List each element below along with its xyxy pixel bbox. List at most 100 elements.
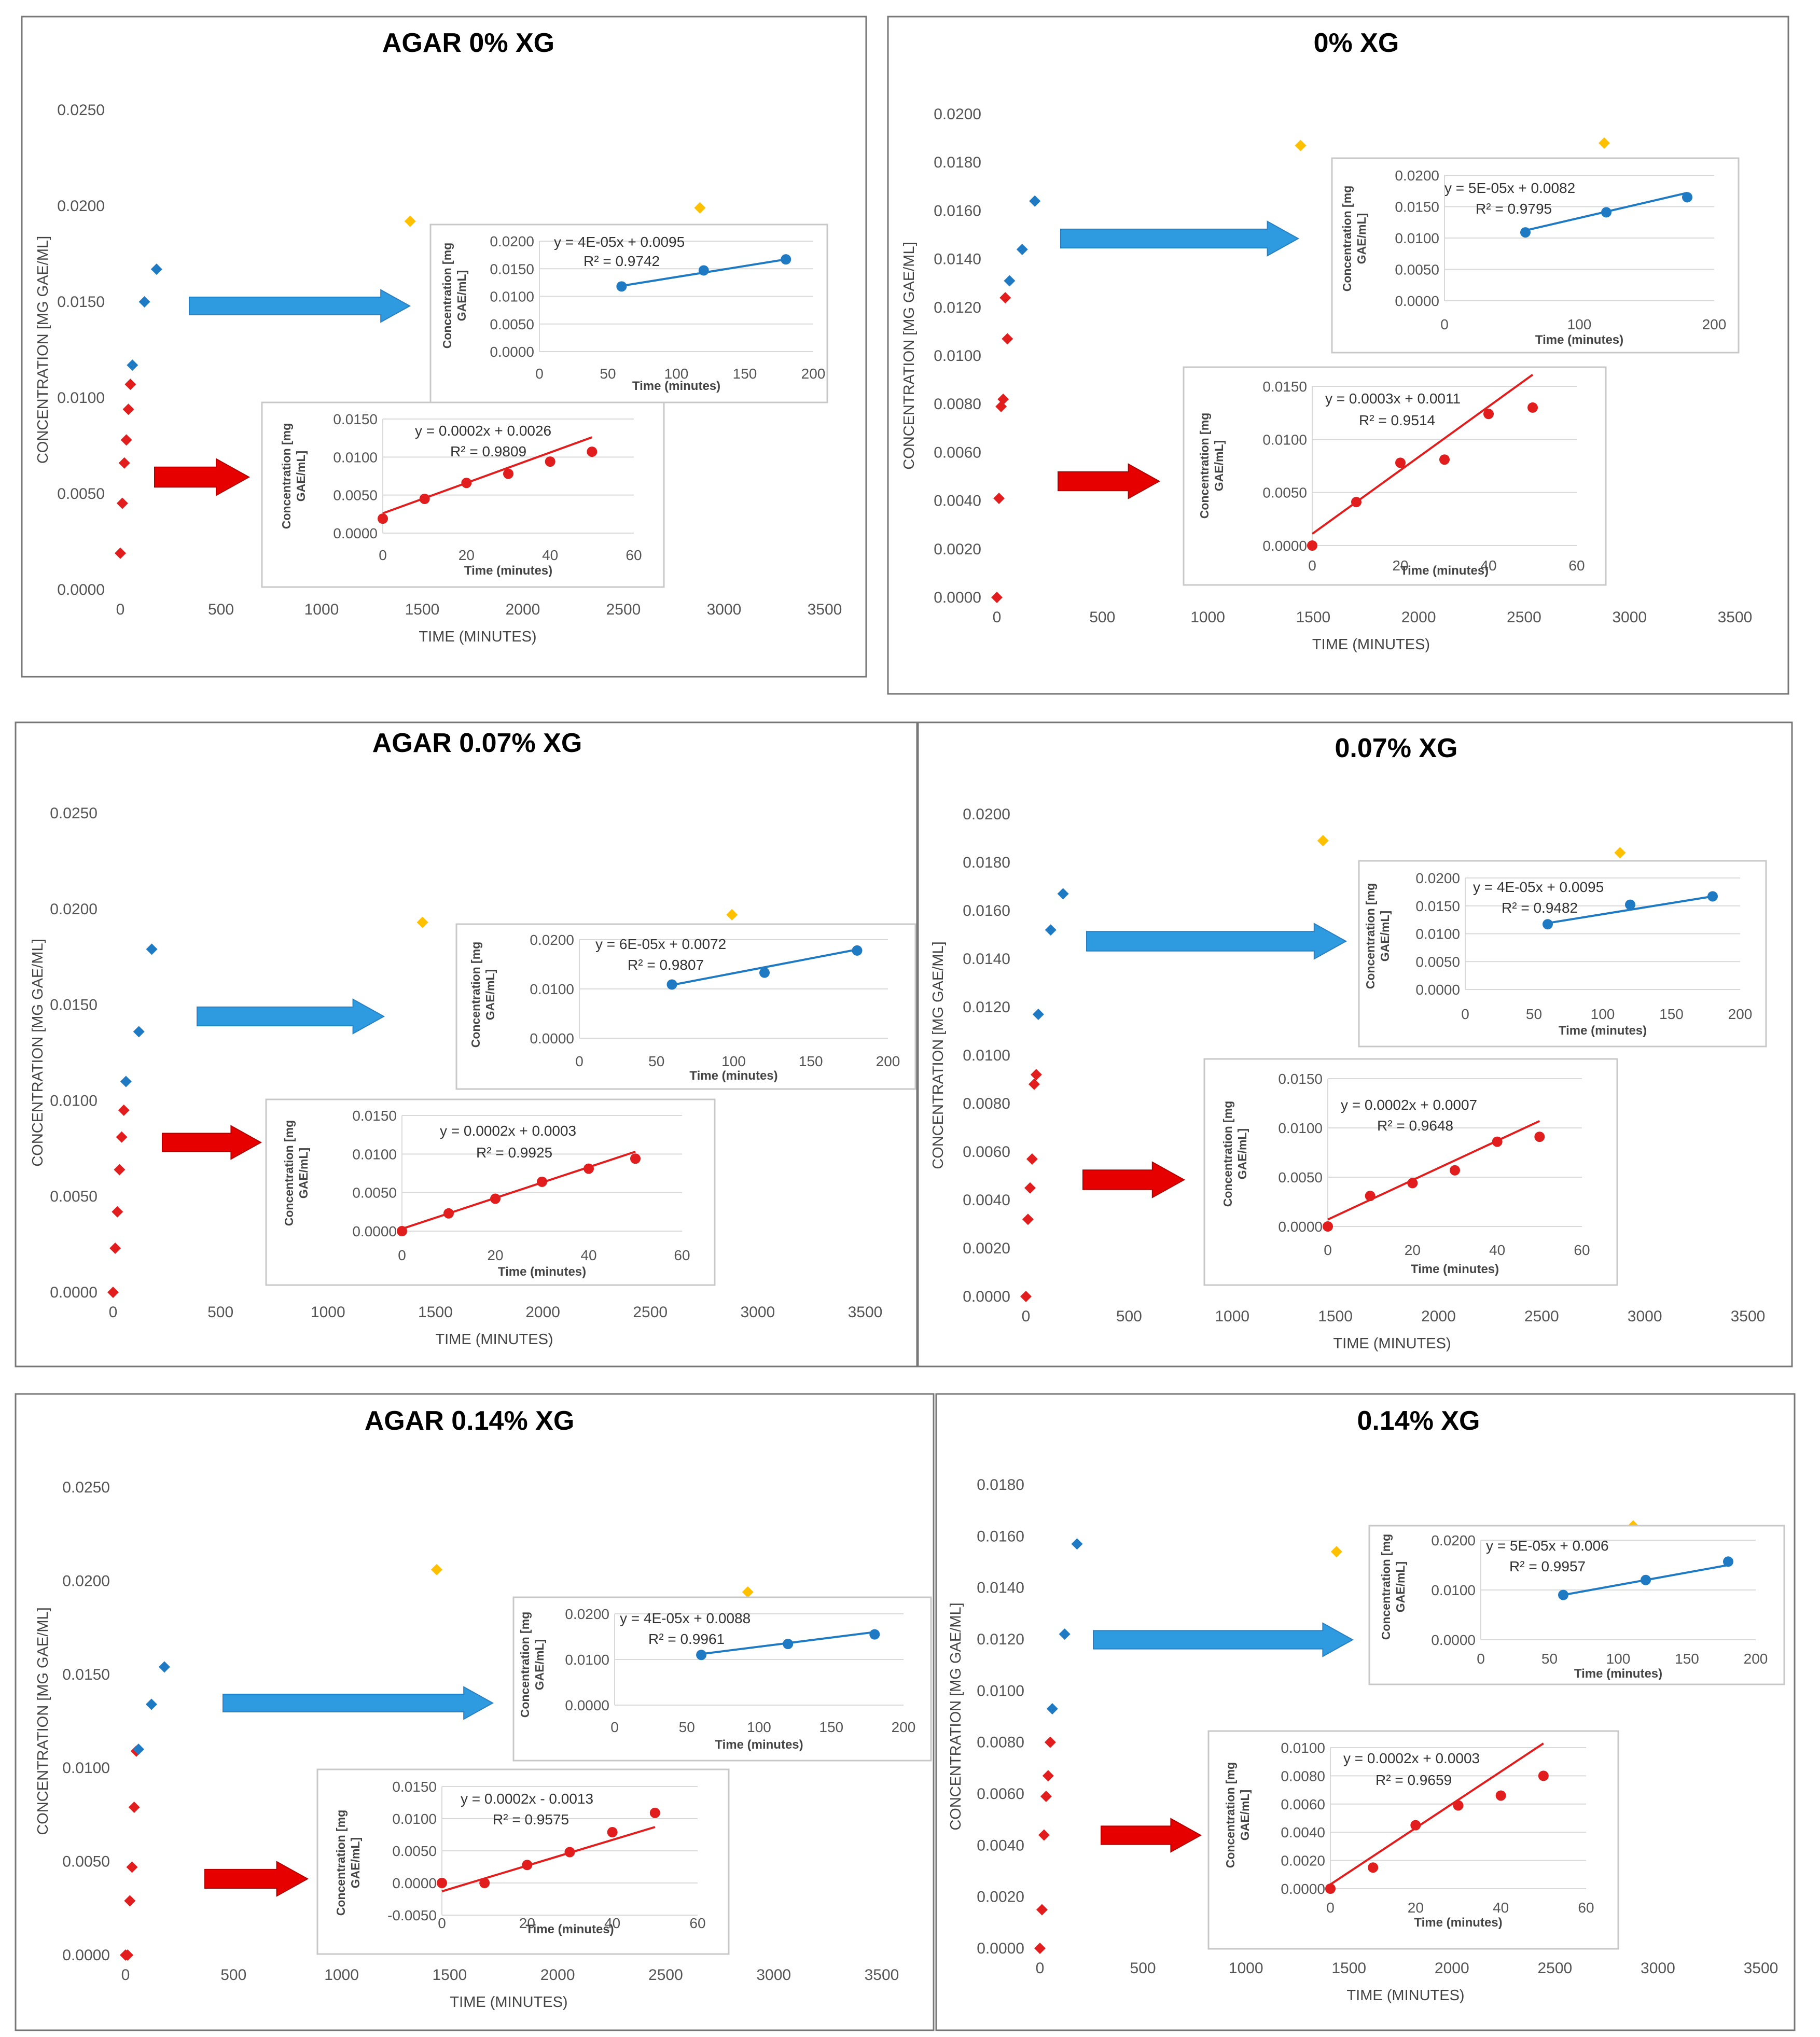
inset-y-tick: 0.0150 bbox=[490, 261, 534, 277]
inset-x-tick: 0 bbox=[1461, 1006, 1469, 1022]
x-tick-label: 3000 bbox=[740, 1304, 775, 1321]
inset-x-tick: 40 bbox=[604, 1915, 620, 1931]
inset-x-tick: 100 bbox=[1606, 1651, 1631, 1667]
inset-y-tick: 0.0100 bbox=[352, 1146, 397, 1162]
inset-x-tick: 0 bbox=[438, 1915, 446, 1931]
x-axis-label: TIME (MINUTES) bbox=[1312, 636, 1430, 653]
inset-x-label: Time (minutes) bbox=[632, 379, 720, 393]
data-point-late bbox=[416, 916, 428, 928]
y-tick-label: 0.0000 bbox=[62, 1947, 110, 1964]
y-tick-label: 0.0140 bbox=[977, 1580, 1024, 1597]
x-tick-label: 1500 bbox=[1296, 609, 1330, 626]
inset-data-point bbox=[1625, 899, 1635, 910]
inset-border bbox=[316, 1768, 730, 1955]
chart-title: 0.14% XG bbox=[1357, 1406, 1480, 1436]
inset-y-tick: 0.0150 bbox=[352, 1108, 397, 1124]
y-tick-label: 0.0100 bbox=[934, 347, 981, 365]
chart-title: AGAR 0.07% XG bbox=[372, 728, 582, 758]
data-point-mid bbox=[150, 263, 162, 275]
data-point-early bbox=[1022, 1213, 1034, 1225]
y-tick-label: 0.0000 bbox=[50, 1284, 98, 1301]
inset-y-label: Concentration [mg bbox=[440, 243, 454, 348]
data-point-late bbox=[1295, 139, 1307, 151]
inset-y-tick: 0.0050 bbox=[1415, 954, 1460, 970]
x-tick-label: 3500 bbox=[865, 1966, 899, 1984]
y-tick-label: 0.0200 bbox=[963, 806, 1010, 823]
inset-red-chart: 0.0000 0.0020 0.0040 0.0060 0.0080 0.0100 0 20 4… bbox=[1207, 1730, 1619, 1950]
inset-x-label: Time (minutes) bbox=[1411, 1262, 1499, 1276]
y-tick-label: 0.0050 bbox=[62, 1853, 110, 1871]
data-point-early bbox=[109, 1242, 121, 1254]
inset-x-tick: 200 bbox=[892, 1719, 916, 1735]
panels: AGAR 0% XG 0.0000 0.0050 0.0100 0.0150 0.0200… bbox=[15, 16, 1796, 2031]
y-tick-label: 0.0250 bbox=[57, 102, 105, 119]
data-point-late bbox=[404, 215, 416, 227]
chart-panel: AGAR 0.07% XG0.00000.00500.01000.01500.0… bbox=[15, 721, 918, 1368]
y-tick-label: 0.0020 bbox=[963, 1240, 1010, 1257]
inset-y-tick: 0.0100 bbox=[565, 1652, 609, 1668]
data-point-mid bbox=[146, 943, 158, 955]
inset-data-point bbox=[1483, 409, 1494, 420]
chart-title: AGAR 0.14% XG bbox=[365, 1406, 575, 1436]
inset-y-tick: 0.0000 bbox=[1281, 1881, 1325, 1897]
inset-y-tick: 0.0020 bbox=[1281, 1853, 1325, 1869]
x-tick-label: 3500 bbox=[1731, 1308, 1766, 1325]
inset-y-label: GAE/mL] bbox=[1235, 1128, 1249, 1179]
inset-y-tick: 0.0150 bbox=[1262, 379, 1307, 395]
y-tick-label: 0.0040 bbox=[977, 1837, 1024, 1854]
data-point-mid bbox=[1032, 1008, 1044, 1020]
inset-y-tick: -0.0050 bbox=[387, 1907, 437, 1923]
x-tick-label: 2500 bbox=[1507, 609, 1541, 626]
data-point-late bbox=[430, 1564, 442, 1575]
inset-x-tick: 40 bbox=[1480, 557, 1496, 574]
inset-y-tick: 0.0150 bbox=[392, 1779, 437, 1795]
x-tick-label: 1000 bbox=[304, 601, 339, 618]
y-axis-label: CONCENTRATION [MG GAE/ML] bbox=[35, 236, 51, 464]
inset-data-point bbox=[522, 1860, 533, 1871]
y-tick-label: 0.0080 bbox=[963, 1095, 1010, 1112]
inset-y-tick: 0.0150 bbox=[1415, 898, 1460, 914]
chart-panel: 0.14% XG0.00000.00200.00400.00600.00800.… bbox=[935, 1393, 1796, 2031]
inset-data-point bbox=[869, 1629, 880, 1640]
x-tick-label: 2500 bbox=[648, 1966, 683, 1984]
data-point-mid bbox=[1016, 243, 1028, 255]
inset-y-label: Concentration [mg bbox=[1198, 413, 1211, 519]
y-tick-label: 0.0200 bbox=[50, 901, 98, 918]
inset-x-tick: 0 bbox=[1326, 1900, 1335, 1916]
inset-y-tick: 0.0100 bbox=[490, 289, 534, 305]
trendline-equation: y = 0.0002x + 0.0003 bbox=[440, 1123, 576, 1139]
inset-y-tick: 0.0000 bbox=[1278, 1219, 1323, 1235]
x-tick-label: 2500 bbox=[606, 601, 641, 618]
inset-y-tick: 0.0000 bbox=[352, 1223, 397, 1239]
inset-x-tick: 40 bbox=[580, 1247, 596, 1263]
data-point-mid bbox=[133, 1026, 145, 1038]
trendline-equation: y = 0.0003x + 0.0011 bbox=[1325, 390, 1461, 407]
y-tick-label: 0.0000 bbox=[57, 581, 105, 598]
inset-x-tick: 60 bbox=[674, 1247, 690, 1263]
inset-y-label: Concentration [mg bbox=[1224, 1762, 1237, 1868]
x-tick-label: 2000 bbox=[1401, 609, 1436, 626]
inset-y-tick: 0.0040 bbox=[1281, 1824, 1325, 1840]
inset-x-tick: 0 bbox=[398, 1247, 406, 1263]
inset-data-point bbox=[1707, 891, 1718, 902]
x-tick-label: 500 bbox=[208, 601, 234, 618]
y-tick-label: 0.0050 bbox=[57, 485, 105, 503]
y-tick-label: 0.0160 bbox=[934, 202, 981, 219]
chart-panel: 0% XG 0.0000 0.0020 0.0040 0.0060 0.0080 0.010… bbox=[887, 16, 1789, 695]
inset-data-point bbox=[419, 494, 430, 504]
y-tick-label: 0.0100 bbox=[977, 1682, 1024, 1699]
x-axis-label: TIME (MINUTES) bbox=[450, 1994, 567, 2011]
inset-data-point bbox=[1492, 1136, 1503, 1147]
inset-data-point bbox=[649, 1807, 660, 1818]
x-tick-label: 3500 bbox=[1718, 609, 1753, 626]
inset-data-point bbox=[666, 979, 677, 990]
data-point-late bbox=[1598, 137, 1610, 149]
inset-data-point bbox=[1410, 1820, 1421, 1831]
trendline-equation: y = 0.0002x + 0.0026 bbox=[415, 423, 551, 439]
inset-x-label: Time (minutes) bbox=[1574, 1667, 1662, 1681]
inset-border bbox=[429, 224, 828, 403]
inset-data-point bbox=[698, 265, 709, 276]
inset-blue-chart: 0.0000 0.0100 0.0200 0 50 100 150 200 Time (minu… bbox=[512, 1596, 932, 1762]
inset-x-tick: 60 bbox=[626, 547, 642, 563]
